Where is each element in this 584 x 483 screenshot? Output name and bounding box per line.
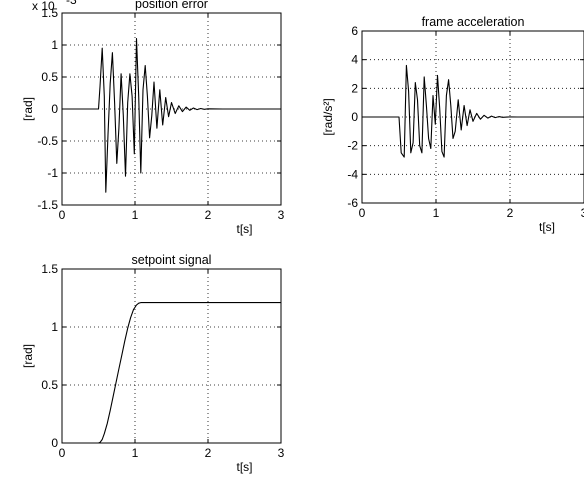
x-tick-label: 0 — [359, 206, 366, 220]
exponent-label: x 10 — [32, 0, 55, 13]
x-tick-label: 2 — [507, 206, 514, 220]
y-axis-label: [rad/s²] — [321, 98, 335, 135]
series-line — [62, 302, 281, 444]
x-tick-label: 3 — [278, 208, 285, 222]
y-axis-label: [rad] — [21, 97, 35, 121]
x-tick-label: 1 — [132, 208, 139, 222]
y-tick-label: -0.5 — [37, 134, 58, 148]
y-tick-label: 2 — [351, 81, 358, 95]
y-tick-label: 6 — [351, 24, 358, 38]
x-axis-label: t[s] — [539, 220, 555, 234]
chart-title: setpoint signal — [132, 253, 212, 267]
chart-title: frame acceleration — [422, 15, 525, 29]
y-tick-label: -2 — [347, 139, 358, 153]
y-tick-label: 1 — [51, 320, 58, 334]
x-tick-label: 2 — [205, 208, 212, 222]
series-line — [62, 38, 281, 193]
plot-frame — [61, 268, 282, 444]
x-tick-label: 3 — [581, 206, 584, 220]
x-tick-label: 1 — [433, 206, 440, 220]
y-tick-label: 0 — [51, 436, 58, 450]
y-tick-label: -4 — [347, 167, 358, 181]
y-axis-label: [rad] — [21, 344, 35, 368]
y-tick-label: 0.5 — [41, 378, 58, 392]
y-tick-label: 1 — [51, 38, 58, 52]
y-tick-label: 4 — [351, 53, 358, 67]
position-error-panel: 0 1 2 3 -1.5 -1 -0.5 0 0.5 1 1.5 position error t[s]… — [21, 0, 285, 236]
series-line — [362, 64, 584, 158]
exponent-power: -3 — [66, 0, 77, 7]
chart-title: position error — [135, 0, 208, 11]
y-tick-label: 0.5 — [41, 70, 58, 84]
x-tick-label: 3 — [278, 446, 285, 460]
x-tick-label: 0 — [59, 446, 66, 460]
x-tick-label: 0 — [59, 208, 66, 222]
y-tick-label: -1.5 — [37, 198, 58, 212]
x-axis-label: t[s] — [236, 222, 252, 236]
y-tick-label: -1 — [47, 166, 58, 180]
y-tick-label: 0 — [351, 110, 358, 124]
y-tick-label: 1.5 — [41, 6, 58, 20]
x-axis-label: t[s] — [236, 460, 252, 474]
y-tick-label: -6 — [347, 196, 358, 210]
y-tick-label: 0 — [51, 102, 58, 116]
x-tick-label: 2 — [205, 446, 212, 460]
frame-acceleration-panel: 0 1 2 3 -6 -4 -2 0 2 4 6 frame acceleration t[s] [rad… — [321, 15, 584, 234]
setpoint-signal-panel: 0 1 2 3 0 0.5 1 1.5 setpoint signal t[s] [rad] — [21, 253, 285, 474]
x-tick-label: 1 — [132, 446, 139, 460]
y-tick-label: 1.5 — [41, 262, 58, 276]
